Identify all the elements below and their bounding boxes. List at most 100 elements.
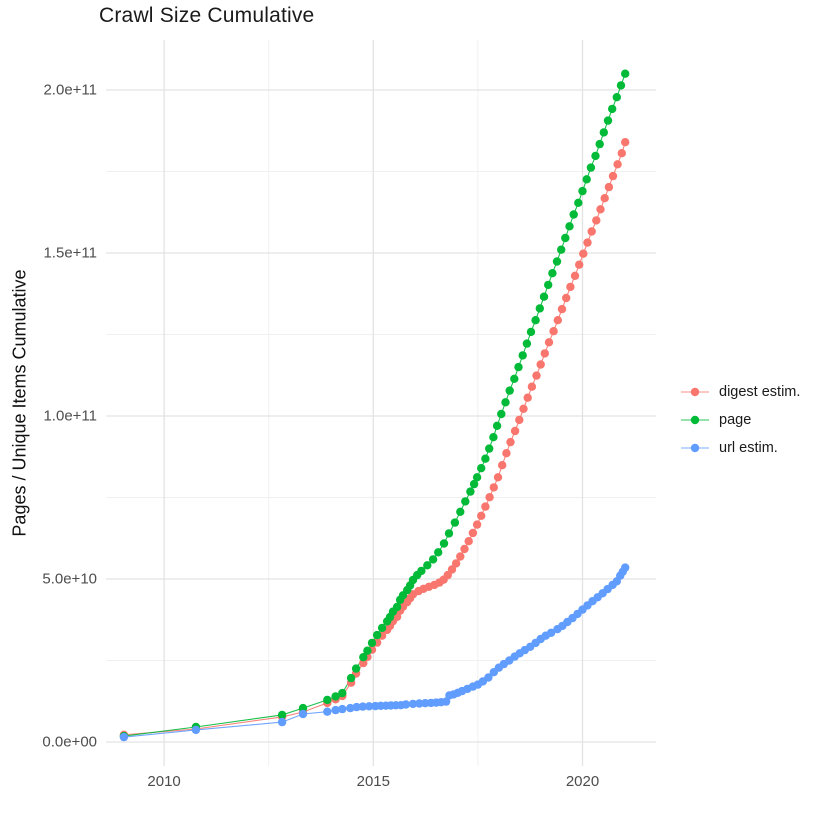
data-point [552,257,562,266]
data-point [582,175,591,184]
data-point [549,327,558,336]
data-point [604,182,614,192]
data-point [522,339,532,348]
data-point [557,245,566,254]
data-point [417,566,426,576]
data-point [548,269,557,278]
data-point [553,316,562,325]
data-point [439,539,449,548]
data-point [331,705,340,715]
data-point [466,487,475,496]
data-point [586,163,596,172]
data-point [599,128,608,137]
legend-label: page [719,412,752,428]
data-point [377,623,387,633]
data-point [621,69,630,78]
x-tick-label: 2020 [565,773,600,790]
data-point [484,673,493,682]
data-point [460,544,469,554]
data-point [428,555,438,564]
legend-key-point [690,415,700,425]
data-point [434,548,443,557]
data-point [544,280,553,290]
data-point [514,362,523,372]
data-point [557,304,567,314]
data-point [565,222,574,231]
data-point [191,725,201,735]
data-point [493,473,503,482]
data-point [498,461,507,470]
legend-item: digest estim. [680,378,800,406]
data-point [489,483,498,492]
y-tick-label: 1.0e+11 [43,407,97,425]
data-point [119,732,129,742]
data-point [444,529,454,538]
data-point [451,559,461,568]
data-point [323,695,332,705]
data-point [505,386,514,395]
data-point [621,138,630,147]
data-point [502,449,511,458]
data-point [351,664,361,673]
data-point [489,433,498,442]
data-point [527,382,537,391]
x-tick-label: 2010 [147,773,181,790]
data-point [561,233,570,243]
data-point [367,638,377,648]
data-point [277,710,287,720]
x-tick-label: 2015 [356,773,390,790]
data-point [485,493,494,502]
data-point [540,349,549,358]
data-point [562,293,571,303]
data-point [583,238,592,247]
data-point [613,160,622,169]
data-point [510,374,519,383]
data-point [346,703,355,713]
data-point [477,511,486,520]
legend-label: digest estim. [719,384,801,400]
data-point [464,537,473,546]
data-point [587,227,596,236]
legend-item: page [680,406,800,434]
data-point [352,702,361,712]
data-point [441,697,451,706]
data-point [595,139,604,149]
legend-key-icon [681,387,709,397]
data-point [592,216,601,225]
data-point [298,709,308,719]
data-point [532,371,541,380]
data-point [621,563,630,572]
data-point [359,653,368,662]
data-point [566,282,575,292]
data-point [616,81,626,90]
data-point [456,552,465,561]
data-point [603,116,613,125]
data-point [531,316,540,325]
data-point [358,702,367,711]
data-point [526,327,536,337]
data-point [506,437,515,447]
data-point [363,646,372,655]
data-point [472,473,482,482]
data-point [481,502,490,511]
data-point [338,704,347,714]
data-point [612,93,621,102]
data-point [485,444,494,453]
legend-item: url estim. [680,434,800,462]
legend: digest estim. page url estim. [680,378,800,462]
data-point [544,338,554,347]
data-point [519,404,528,413]
y-tick-label: 2.0e+11 [43,81,97,99]
data-point [472,520,482,529]
data-point [536,360,545,369]
data-point [481,454,490,463]
data-point [523,393,532,402]
y-tick-label: 0.0e+00 [42,733,97,751]
data-point [591,151,600,161]
data-point [323,707,332,716]
data-point [535,304,544,313]
data-point [575,260,584,269]
data-point [578,186,587,196]
chart-title: Crawl Size Cumulative [99,4,315,27]
